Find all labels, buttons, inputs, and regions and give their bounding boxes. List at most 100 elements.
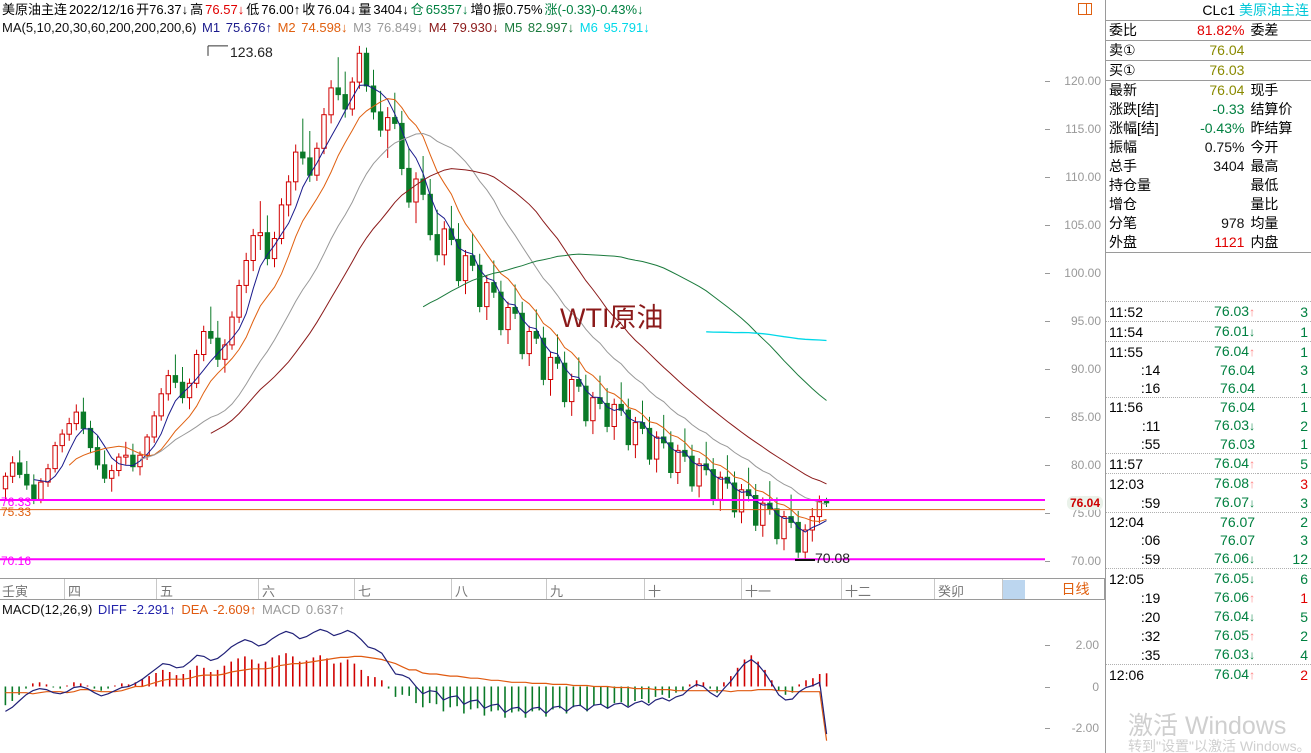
tick-row[interactable]: :16 76.04 1 <box>1106 379 1311 398</box>
quote-header-segment: 低 <box>246 2 260 17</box>
quote-row[interactable]: 涨跌[结] -0.33 结算价 <box>1106 100 1311 119</box>
tick-volume: 12 <box>1292 550 1308 567</box>
quote-row-label2: 委差 <box>1247 21 1311 41</box>
tick-volume: 2 <box>1300 417 1308 434</box>
tick-price: 76.04↑ <box>1163 453 1259 474</box>
tick-volume: 1 <box>1300 589 1308 606</box>
quote-row[interactable]: 分笔 978 均量 <box>1106 214 1311 233</box>
tick-row[interactable]: 12:04 76.07 2 <box>1106 512 1311 531</box>
tick-volume: 1 <box>1258 397 1311 416</box>
price-axis-tick: 100.00 <box>1064 265 1101 280</box>
tick-price: 76.03↑ <box>1163 301 1259 322</box>
macd-series-label: DIFF <box>97 602 131 617</box>
low-price-annotation: 70.08 <box>815 550 851 566</box>
quote-row-label2: 量比 <box>1250 196 1279 212</box>
quote-row[interactable]: 涨幅[结] -0.43% 昨结算 <box>1106 119 1311 138</box>
macd-indicator-header: MACD(12,26,9) DIFF -2.291↑ DEA -2.609↑ M… <box>2 602 347 617</box>
quote-row-value: 0.75% <box>1204 139 1245 155</box>
tick-row[interactable]: :11 76.03↓ 2 <box>1106 416 1311 435</box>
time-axis-tick: 四 <box>68 584 82 599</box>
quote-row[interactable]: 增仓 量比 <box>1106 195 1311 214</box>
quote-table: 委比 81.82% 委差 卖① 76.04 买① 76.03 最新 76.04 现手 涨跌[结] -0… <box>1106 21 1311 253</box>
price-axis-tick: 110.00 <box>1065 170 1101 185</box>
tick-row[interactable]: 11:52 76.03↑ 3 <box>1106 301 1311 322</box>
tick-time: 11:57 <box>1106 453 1164 474</box>
quote-header-segment: 3404↓ <box>373 2 409 17</box>
macd-axis-tick: 0 <box>1092 679 1099 694</box>
tick-price: 76.03↓ <box>1214 646 1256 662</box>
quote-row-label2: 最低 <box>1250 177 1279 193</box>
tick-row[interactable]: :35 76.03↓ 4 <box>1106 645 1311 665</box>
quote-row[interactable]: 持仓量 最低 <box>1106 176 1311 195</box>
price-axis-tick: 70.00 <box>1070 553 1101 568</box>
tick-time: 11:55 <box>1106 341 1164 361</box>
arrow-up-icon: ↑ <box>1249 477 1256 491</box>
tick-volume: 3 <box>1300 494 1308 511</box>
quote-row-value: 76.04 <box>1167 40 1248 61</box>
time-axis-separator <box>741 579 742 599</box>
quote-row-value: -0.33 <box>1212 101 1245 117</box>
tick-volume: 1 <box>1258 321 1311 342</box>
tick-volume: 5 <box>1300 608 1308 625</box>
tick-time: :14 <box>1140 362 1161 378</box>
restore-window-icon[interactable] <box>1078 3 1092 15</box>
macd-series-value: 0.637↑ <box>305 602 345 617</box>
tick-row[interactable]: 12:03 76.08↑ 3 <box>1106 473 1311 493</box>
quote-header-segment: 76.57↓ <box>205 2 245 17</box>
tick-row[interactable]: 12:05 76.05↓ 6 <box>1106 568 1311 588</box>
tick-row[interactable]: :32 76.05↑ 2 <box>1106 626 1311 645</box>
quote-row[interactable]: 振幅 0.75% 今开 <box>1106 138 1311 157</box>
tick-row[interactable]: 12:06 76.04↑ 2 <box>1106 664 1311 684</box>
ma-series-label: M6 <box>579 20 602 35</box>
period-tab-daily[interactable]: 日线 <box>1047 578 1105 600</box>
quote-header-line: 美原油主连 2022/12/16 开76.37↓ 高 76.57↓ 低 76.00↑ 收 76.… <box>2 2 646 17</box>
tick-row[interactable]: :06 76.07 3 <box>1106 531 1311 549</box>
quote-row-value: 3404 <box>1213 158 1245 174</box>
quote-row[interactable]: 委比 81.82% 委差 <box>1106 21 1311 41</box>
quote-row-label2: 结算价 <box>1250 101 1293 117</box>
tick-row[interactable]: :19 76.06↑ 1 <box>1106 588 1311 607</box>
tick-row[interactable]: 11:57 76.04↑ 5 <box>1106 453 1311 474</box>
quote-row[interactable]: 买① 76.03 <box>1106 60 1311 81</box>
price-chart-pane[interactable]: WTI原油 123.68 70.08 76.33 75.33 70.16 <box>0 38 1045 578</box>
tick-row[interactable]: 11:55 76.04↑ 1 <box>1106 341 1311 361</box>
tick-row[interactable]: :59 76.07↓ 3 <box>1106 493 1311 513</box>
quote-row[interactable]: 最新 76.04 现手 <box>1106 81 1311 101</box>
tick-row[interactable]: :59 76.06↓ 12 <box>1106 549 1311 569</box>
ma-params-label: MA(5,10,20,30,60,200,200,200,6) <box>2 20 201 35</box>
instrument-title: CLc1 美原油主连 <box>1202 0 1309 20</box>
tick-row[interactable]: 11:56 76.04 1 <box>1106 397 1311 416</box>
tick-price: 76.08↑ <box>1163 473 1259 493</box>
quote-row-label: 涨跌[结] <box>1109 101 1159 117</box>
tick-row[interactable]: :14 76.04 3 <box>1106 361 1311 379</box>
quote-row[interactable]: 总手 3404 最高 <box>1106 157 1311 176</box>
price-axis-tickmark <box>1045 225 1050 227</box>
tick-volume: 4 <box>1300 646 1308 663</box>
macd-svg <box>4 628 828 741</box>
quote-row-label: 振幅 <box>1109 139 1137 155</box>
quote-row-value: 76.04 <box>1209 82 1245 98</box>
quote-row[interactable]: 外盘 1121 内盘 <box>1106 233 1311 253</box>
time-and-sales-list[interactable]: 11:52 76.03↑ 3 11:54 76.01↓ 1 11:55 76.04↑ 1:14 7… <box>1106 301 1311 753</box>
time-axis-tick: 九 <box>550 584 564 599</box>
time-axis[interactable]: 壬寅 四 五 六 七 八 九 十 十一 十二 癸卯 <box>0 578 1105 600</box>
ma-series-value: 79.930↓ <box>452 20 503 35</box>
tick-row[interactable]: :20 76.04↓ 5 <box>1106 607 1311 626</box>
macd-chart-pane[interactable] <box>0 620 1045 753</box>
price-axis-tickmark <box>1045 560 1050 562</box>
price-axis-tickmark <box>1045 368 1050 370</box>
arrow-up-icon: ↑ <box>1249 591 1256 605</box>
quote-row-label: 增仓 <box>1109 196 1137 212</box>
price-axis-tickmark <box>1045 81 1050 83</box>
quote-row-label2: 内盘 <box>1247 233 1311 253</box>
tick-row[interactable]: 11:54 76.01↓ 1 <box>1106 321 1311 342</box>
tick-time: 12:06 <box>1106 664 1164 684</box>
tick-time: 11:52 <box>1106 301 1164 322</box>
quote-row[interactable]: 卖① 76.04 <box>1106 40 1311 61</box>
marker-line-label: 75.33 <box>1 504 32 519</box>
time-axis-tick: 五 <box>160 584 174 599</box>
arrow-up-icon: ↑ <box>1249 457 1256 471</box>
tick-row[interactable]: :55 76.03 1 <box>1106 435 1311 454</box>
price-axis-tickmark <box>1045 272 1050 274</box>
tick-price: 76.04↓ <box>1214 608 1256 624</box>
